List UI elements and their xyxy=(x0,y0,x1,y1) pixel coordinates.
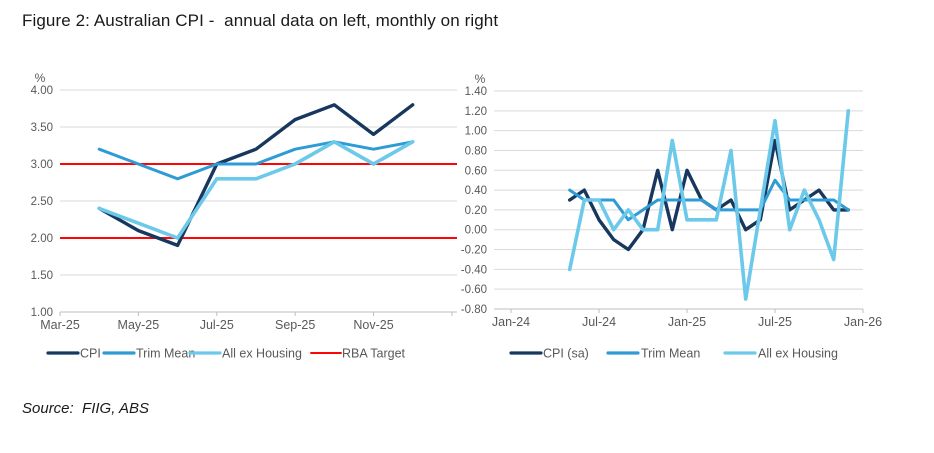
monthly-y-tick-label: -0.20 xyxy=(461,245,487,257)
monthly-y-tick-label: 0.60 xyxy=(465,165,487,177)
monthly-y-tick-label: -0.80 xyxy=(461,304,487,316)
annual-y-tick-label: 2.00 xyxy=(31,233,53,245)
legend-label-rba-target: RBA Target xyxy=(342,347,406,361)
monthly-y-tick-label: 1.40 xyxy=(465,86,487,98)
series-line-all-ex-housing xyxy=(97,140,415,240)
monthly-y-tick-label: 0.00 xyxy=(465,225,487,237)
monthly-x-tick-label: Jul-25 xyxy=(758,315,792,329)
series-line-trim-mean xyxy=(568,178,850,222)
annual-y-tick-label: 1.00 xyxy=(31,307,53,319)
annual-x-tick-label: Nov-25 xyxy=(353,318,393,332)
legend-label-cpi-sa: CPI (sa) xyxy=(543,347,589,361)
monthly-y-tick-label: 0.80 xyxy=(465,145,487,157)
annual-y-tick-label: 4.00 xyxy=(31,85,53,97)
monthly-y-tick-label: 1.00 xyxy=(465,126,487,138)
monthly-x-tick-label: Jan-26 xyxy=(844,315,882,329)
monthly-y-tick-label: -0.60 xyxy=(461,284,487,296)
series-line-trim-mean xyxy=(97,140,415,181)
series-line-cpi xyxy=(97,103,415,248)
source-note: Source: FIIG, ABS xyxy=(22,400,149,417)
legend-label-cpi: CPI xyxy=(80,347,101,361)
series-line-all-ex-housing xyxy=(567,109,851,301)
monthly-x-tick-label: Jan-25 xyxy=(668,315,706,329)
legend-label-all-ex-housing: All ex Housing xyxy=(222,347,302,361)
annual-y-tick-label: 3.50 xyxy=(31,122,53,134)
annual-x-tick-label: Jul-25 xyxy=(200,318,234,332)
annual-x-tick-label: May-25 xyxy=(118,318,160,332)
annual-y-tick-label: 1.50 xyxy=(31,270,53,282)
monthly-y-tick-label: 1.20 xyxy=(465,106,487,118)
legend-label-all-ex-housing: All ex Housing xyxy=(758,347,838,361)
monthly-x-tick-label: Jan-24 xyxy=(492,315,530,329)
annual-x-tick-label: Mar-25 xyxy=(40,318,80,332)
annual-y-axis-unit: % xyxy=(35,71,46,85)
annual-y-tick-label: 3.00 xyxy=(31,159,53,171)
monthly-y-tick-label: 0.20 xyxy=(465,205,487,217)
legend-label-trim-mean: Trim Mean xyxy=(641,347,700,361)
legend-label-trim-mean: Trim Mean xyxy=(136,347,195,361)
monthly-x-tick-label: Jul-24 xyxy=(582,315,616,329)
monthly-y-axis-unit: % xyxy=(475,72,486,86)
monthly-y-tick-label: 0.40 xyxy=(465,185,487,197)
annual-y-tick-label: 2.50 xyxy=(31,196,53,208)
annual-x-tick-label: Sep-25 xyxy=(275,318,315,332)
monthly-y-tick-label: -0.40 xyxy=(461,264,487,276)
figure-title: Figure 2: Australian CPI - annual data o… xyxy=(22,11,499,30)
